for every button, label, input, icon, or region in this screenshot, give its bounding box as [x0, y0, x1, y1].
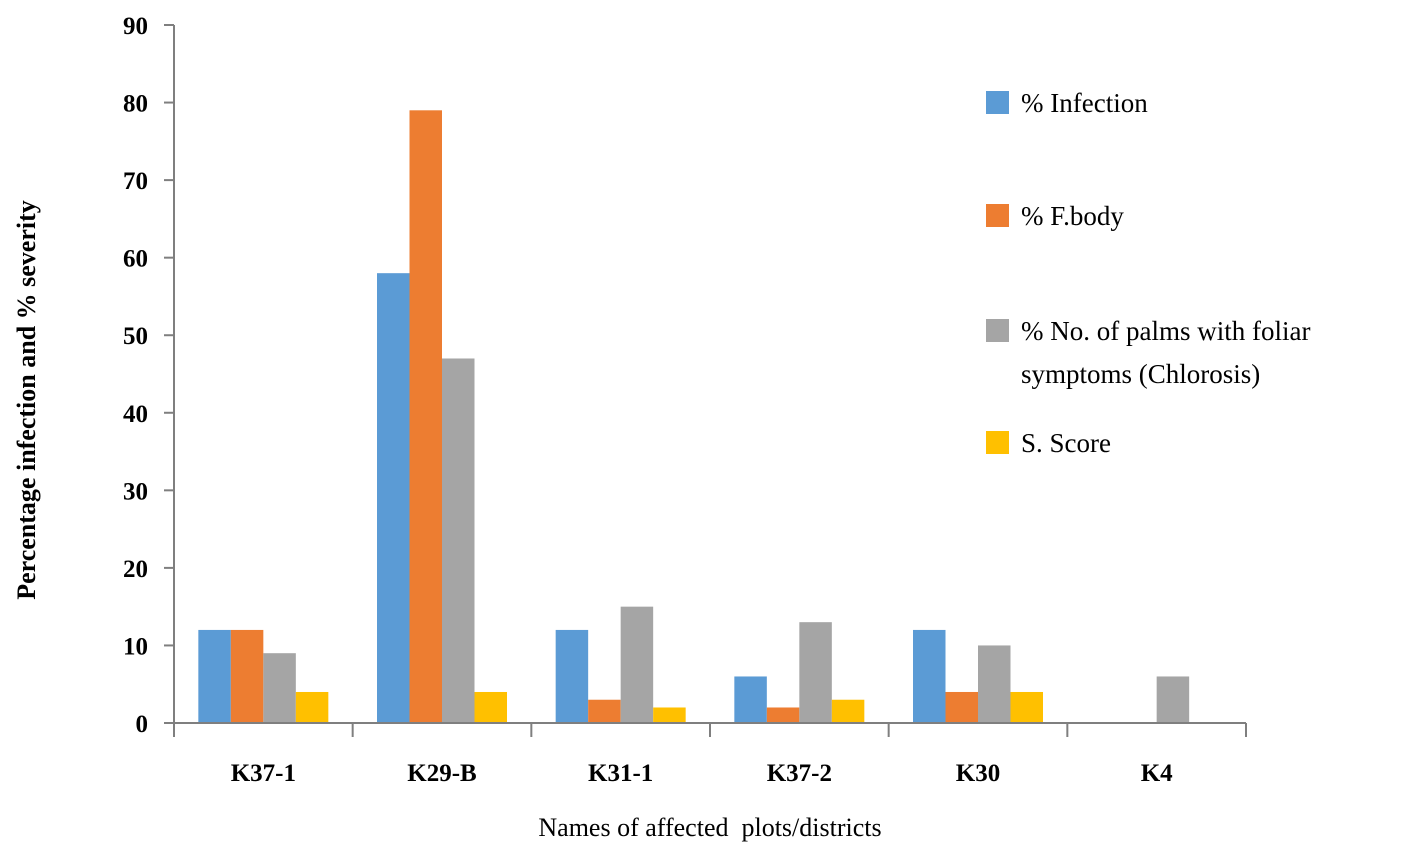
bar	[913, 629, 946, 723]
legend-item: S. Score	[986, 428, 1111, 458]
x-tick-label: K37-2	[767, 760, 832, 787]
bar	[442, 358, 475, 723]
y-tick-label: 0	[136, 711, 149, 738]
bar	[474, 691, 507, 723]
legend-swatch	[986, 91, 1009, 114]
y-tick-label: 80	[123, 91, 148, 118]
bar	[1010, 691, 1043, 723]
bar	[945, 691, 978, 723]
legend: % Infection % F.body % No. of palms with f…	[986, 88, 1310, 458]
bar	[799, 622, 832, 723]
bar	[198, 629, 231, 723]
y-tick-label: 60	[123, 246, 148, 273]
legend-label: % Infection	[1021, 88, 1148, 118]
y-tick-label: 90	[123, 13, 148, 40]
x-tick-label: K30	[956, 760, 1000, 787]
bar	[978, 645, 1011, 723]
y-tick-label: 70	[123, 168, 148, 195]
bar	[230, 629, 264, 723]
bar	[409, 110, 442, 724]
y-tick-label: 50	[123, 323, 148, 350]
y-axis-title: Percentage infection and % severity	[12, 200, 41, 600]
legend-item: % F.body	[986, 201, 1124, 231]
x-axis-ticks	[173, 723, 1247, 737]
legend-label: symptoms (Chlorosis)	[1021, 359, 1260, 389]
bar	[766, 707, 800, 723]
x-tick-label: K37-1	[231, 760, 296, 787]
y-tick-label: 10	[123, 633, 148, 660]
bar	[555, 629, 589, 723]
x-tick-label: K31-1	[588, 760, 653, 787]
bar	[263, 653, 296, 723]
legend-swatch	[986, 204, 1009, 227]
y-tick-label: 30	[123, 478, 148, 505]
y-axis-ticks: 0 10 20 30 40 50 60 70 80 90	[123, 13, 174, 738]
legend-swatch	[986, 319, 1009, 342]
x-axis-title: Names of affected plots/districts	[538, 813, 881, 842]
legend-item: % No. of palms with foliar symptoms (Chlo…	[986, 316, 1310, 389]
bar	[377, 273, 410, 723]
y-tick-label: 40	[123, 401, 148, 428]
legend-label: S. Score	[1021, 428, 1111, 458]
x-tick-label: K29-B	[407, 760, 476, 787]
bar	[295, 691, 329, 723]
bar	[1156, 676, 1190, 723]
bar	[588, 699, 621, 723]
bar	[831, 699, 865, 723]
x-tick-label: K4	[1141, 760, 1173, 787]
bars	[198, 110, 1190, 724]
bar	[620, 606, 654, 723]
legend-swatch	[986, 431, 1009, 454]
y-tick-label: 20	[123, 556, 148, 583]
legend-item: % Infection	[986, 88, 1148, 118]
bar	[734, 676, 767, 723]
legend-label: % F.body	[1021, 201, 1124, 231]
legend-label: % No. of palms with foliar	[1021, 316, 1310, 346]
x-axis-category-labels: K37-1 K29-B K31-1 K37-2 K30 K4	[231, 760, 1173, 787]
bar	[653, 707, 686, 723]
